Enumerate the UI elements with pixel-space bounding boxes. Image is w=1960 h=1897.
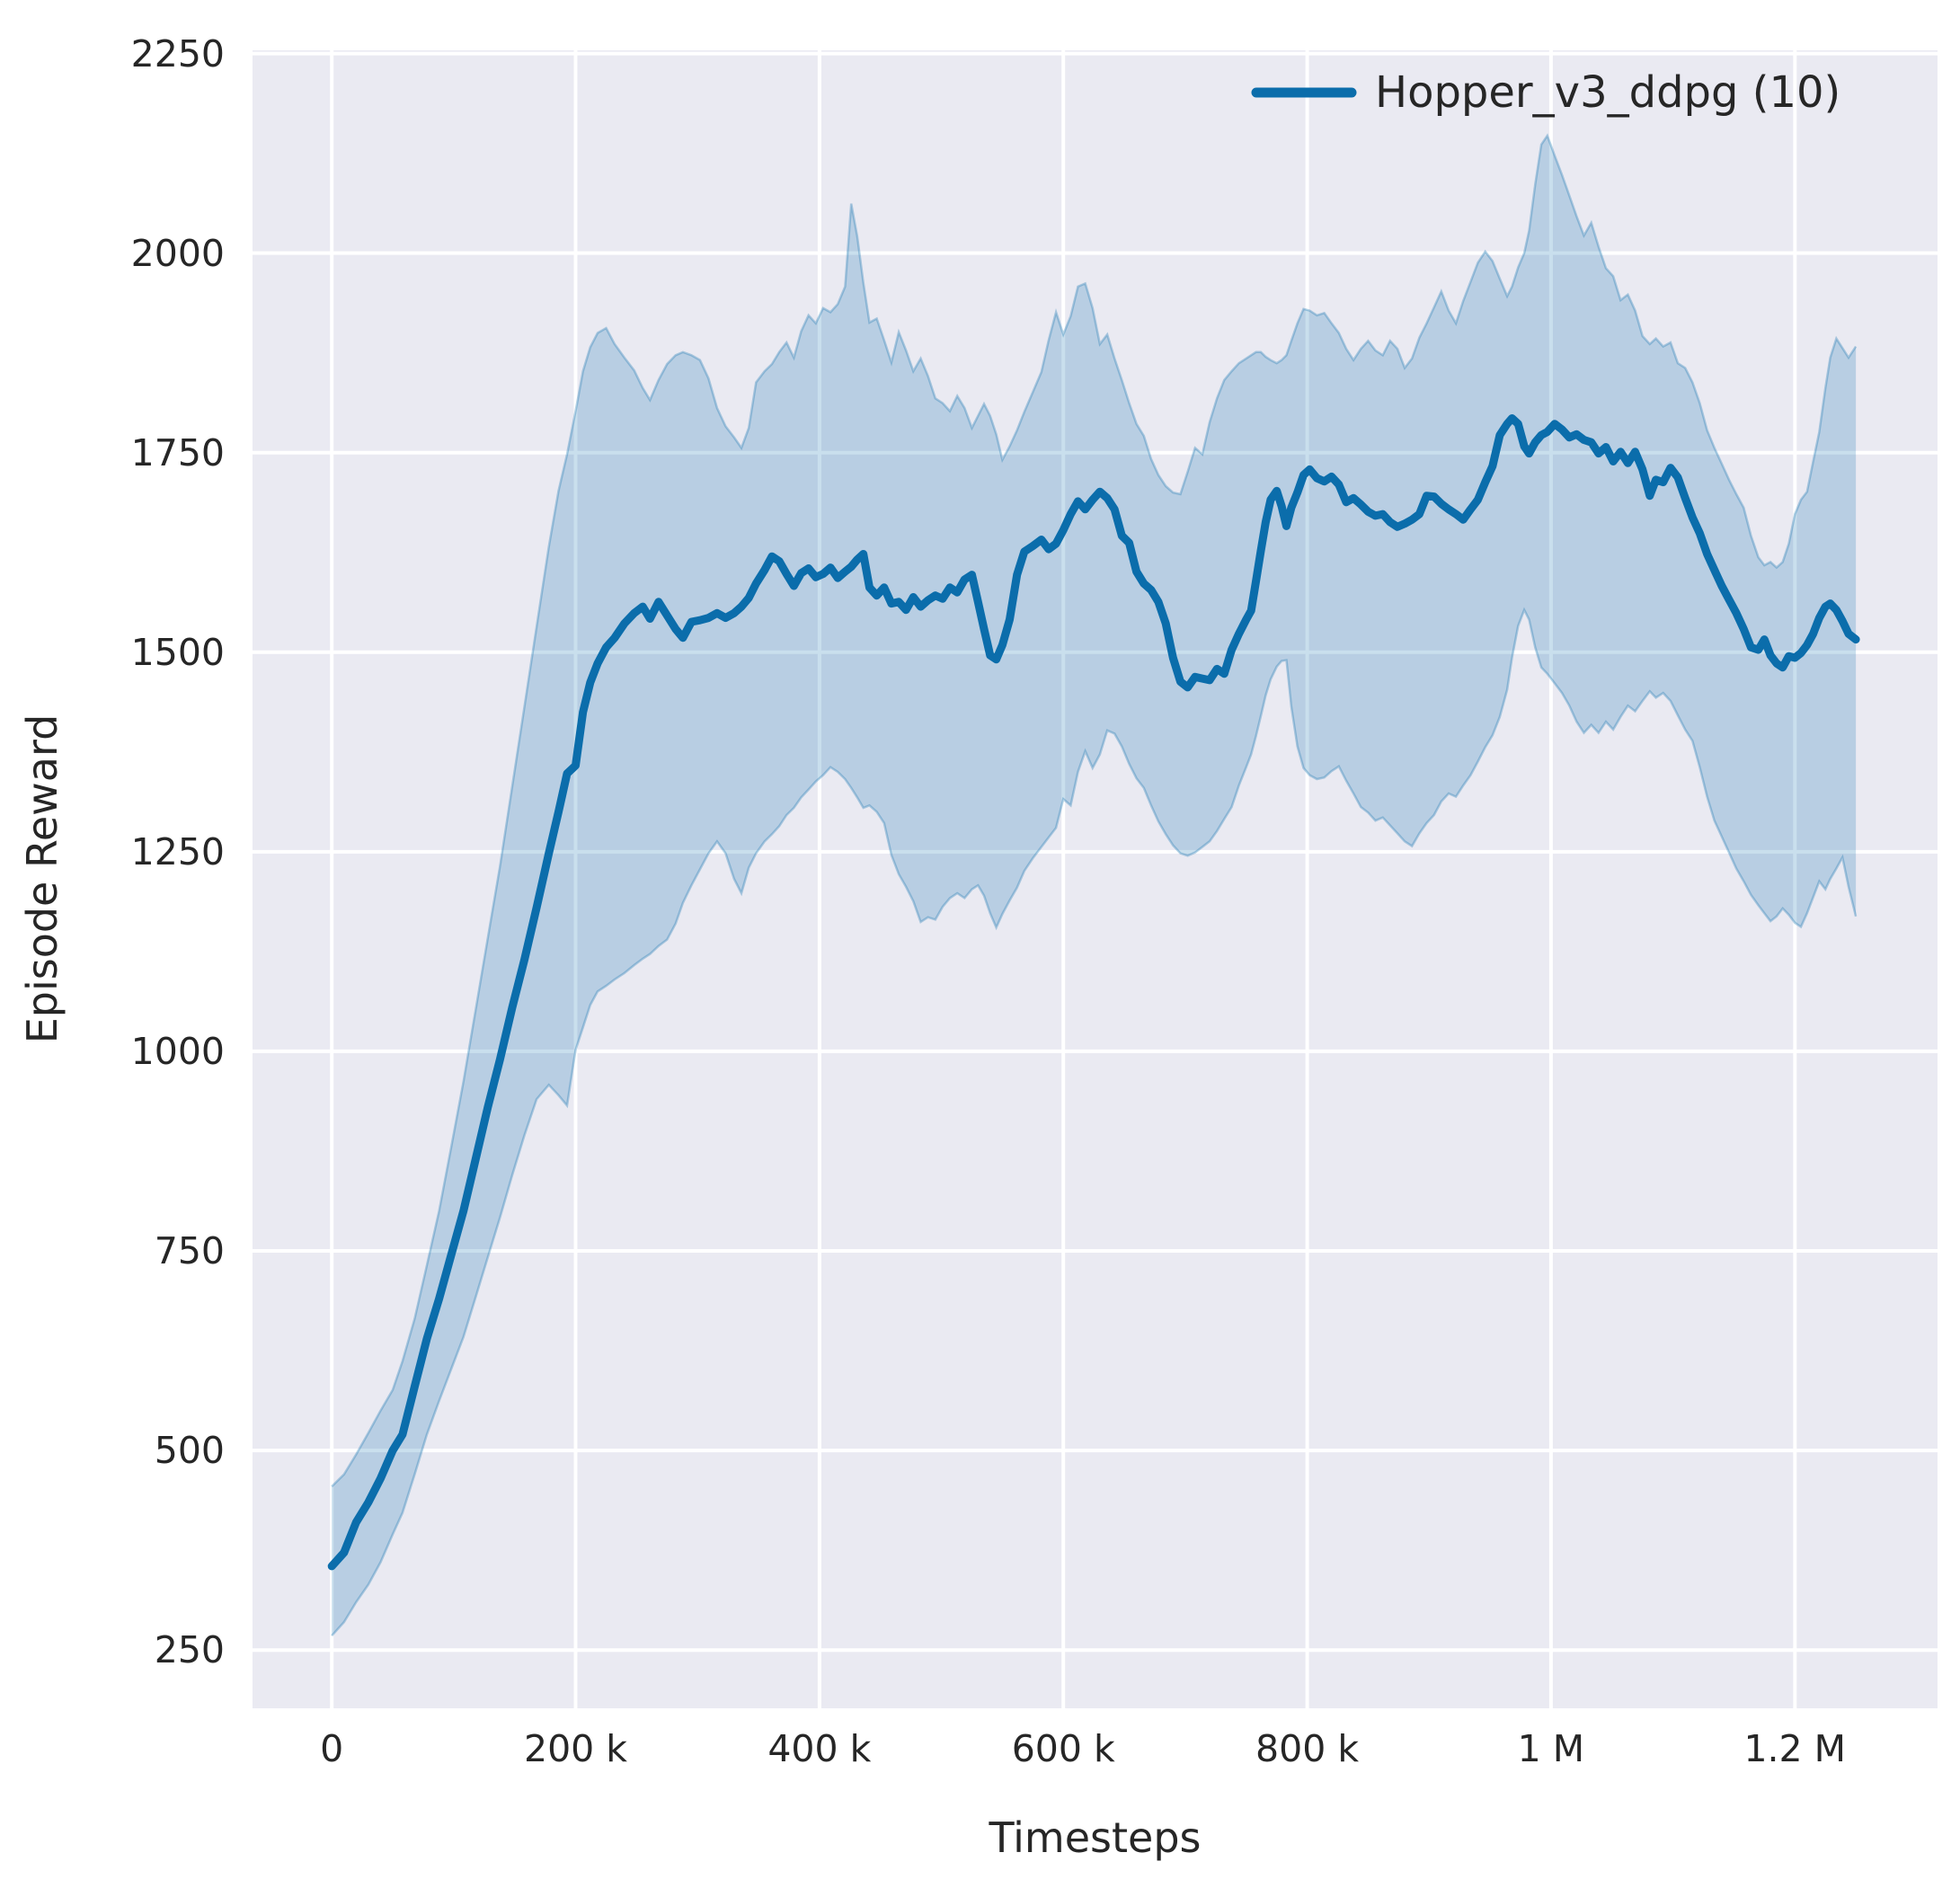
x-tick-label: 200 k — [524, 1727, 628, 1770]
y-tick-label: 1250 — [130, 829, 225, 873]
x-tick-label: 800 k — [1255, 1727, 1360, 1770]
x-axis-label: Timesteps — [989, 1813, 1202, 1862]
plot-area — [253, 50, 1938, 1708]
confidence-band-lower-edge — [331, 607, 1858, 1637]
x-tick-label: 600 k — [1011, 1727, 1115, 1770]
y-tick-label: 2000 — [130, 231, 225, 275]
x-tick-label: 0 — [320, 1727, 344, 1770]
x-tick-label: 1 M — [1517, 1727, 1585, 1770]
y-tick-label: 2250 — [130, 31, 225, 75]
y-axis-label: Episode Reward — [18, 714, 67, 1044]
legend-line-sample-icon — [1251, 87, 1357, 98]
chart-canvas — [253, 50, 1938, 1708]
x-tick-label: 400 k — [767, 1727, 872, 1770]
y-tick-label: 1000 — [130, 1029, 225, 1073]
x-tick-label: 1.2 M — [1743, 1727, 1847, 1770]
legend-label: Hopper_v3_ddpg (10) — [1375, 67, 1841, 118]
y-tick-label: 750 — [154, 1229, 225, 1272]
legend: Hopper_v3_ddpg (10) — [1251, 65, 1840, 120]
y-tick-label: 1500 — [130, 630, 225, 674]
y-tick-label: 1750 — [130, 430, 225, 474]
confidence-band — [332, 136, 1857, 1636]
y-tick-label: 250 — [154, 1628, 225, 1672]
gridlines — [253, 50, 1938, 1708]
confidence-band-upper-edge — [331, 133, 1858, 1487]
mean-line — [327, 414, 1860, 1571]
y-tick-label: 500 — [154, 1429, 225, 1473]
